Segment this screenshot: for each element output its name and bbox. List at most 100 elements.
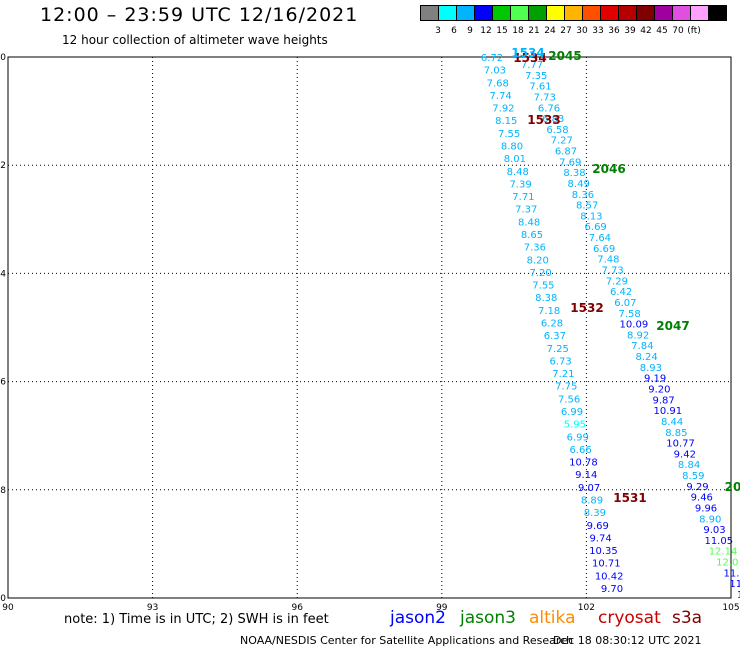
colorbar-cell <box>618 5 637 21</box>
wave-height-value: 8.39 <box>584 508 606 519</box>
wave-height-value: 10.78 <box>569 458 598 469</box>
wave-height-value: 8.48 <box>507 167 529 178</box>
wave-height-value: 9.29 <box>686 482 708 493</box>
longitude-tick-label: 90 <box>2 603 14 613</box>
wave-height-value: 8.15 <box>495 116 517 127</box>
wave-height-value: 7.37 <box>515 205 537 216</box>
latitude-tick-label: -26 <box>0 378 6 388</box>
timestamp-text: Dec 18 08:30:12 UTC 2021 <box>553 634 702 647</box>
colorbar-label: 9 <box>467 26 473 36</box>
wave-height-value: 7.75 <box>555 382 577 393</box>
colorbar-label: 45 <box>656 26 668 36</box>
wave-height-value: 6.69 <box>593 244 615 255</box>
wave-height-value: 7.68 <box>487 78 509 89</box>
color-scale-bar: 3 6 9 12 15 18 21 24 27 30 33 36 39 42 45 70 (ft) <box>420 5 727 36</box>
colorbar-label: 30 <box>576 26 588 36</box>
pass-time-label: 1534 <box>513 51 546 65</box>
pass-time-label: 1532 <box>570 301 603 315</box>
legend-altika: altika <box>529 608 576 628</box>
wave-height-value: 6.87 <box>555 147 577 158</box>
latitude-tick-label: -24 <box>0 269 6 279</box>
colorbar-label: 24 <box>544 26 556 36</box>
wave-height-value: 11.05 <box>704 536 733 547</box>
longitude-tick-label: 96 <box>291 603 303 613</box>
wave-height-value: 7.25 <box>547 344 569 355</box>
wave-height-value: 9.74 <box>589 533 611 544</box>
wave-height-value: 6.07 <box>614 298 636 309</box>
wave-height-value: 7.39 <box>509 179 531 190</box>
pass-time-label: 2046 <box>592 162 625 176</box>
colorbar-label: 12 <box>480 26 492 36</box>
wave-height-value: 7.74 <box>489 91 511 102</box>
wave-height-value: 7.73 <box>602 266 624 277</box>
wave-height-value: 7.21 <box>552 369 574 380</box>
colorbar-cell <box>672 5 691 21</box>
wave-height-value: 11. <box>724 568 740 579</box>
wave-height-value: 6.73 <box>549 356 571 367</box>
wave-height-value: 12.0 <box>716 558 738 569</box>
wave-height-value: 8.59 <box>682 471 704 482</box>
wave-height-value: 6.72 <box>481 53 503 64</box>
wave-height-value: 8.80 <box>501 142 523 153</box>
wave-height-value: 9.03 <box>703 525 725 536</box>
wave-height-value: 7.55 <box>498 129 520 140</box>
colorbar-cell <box>600 5 619 21</box>
colorbar-cell <box>474 5 493 21</box>
pass-time-label: 2045 <box>548 49 581 63</box>
wave-height-value: 9.19 <box>644 374 666 385</box>
wave-height-value: 8.44 <box>661 417 683 428</box>
wave-height-value: 6.69 <box>585 222 607 233</box>
wave-height-value: 9.70 <box>601 584 623 595</box>
wave-height-value: 7.56 <box>558 394 580 405</box>
wave-height-value: 9.87 <box>652 395 674 406</box>
wave-height-value: 8.38 <box>535 293 557 304</box>
wave-height-value: 8.49 <box>568 179 590 190</box>
wave-height-value: 8.84 <box>678 460 700 471</box>
wave-height-value: 7.48 <box>597 255 619 266</box>
latitude-tick-label: -22 <box>0 161 6 171</box>
wave-height-value: 7.71 <box>512 192 534 203</box>
colorbar-label: 3 <box>435 26 441 36</box>
page-subtitle: 12 hour collection of altimeter wave hei… <box>62 33 328 47</box>
wave-height-value: 12.14 <box>709 547 738 558</box>
wave-height-value: 7.27 <box>551 136 573 147</box>
longitude-tick-label: 102 <box>578 603 595 613</box>
wave-height-value: 7.58 <box>618 309 640 320</box>
wave-height-value: 7.92 <box>492 104 514 115</box>
wave-height-value: 6.99 <box>561 407 583 418</box>
wave-height-value: 9.96 <box>695 503 717 514</box>
map-frame <box>7 56 732 599</box>
wave-height-value: 6.42 <box>610 287 632 298</box>
colorbar-label: 70 <box>672 26 684 36</box>
colorbar-label: 27 <box>560 26 572 36</box>
wave-height-value: 7.61 <box>529 82 551 93</box>
colorbar-cell <box>582 5 601 21</box>
colorbar-cell <box>528 5 547 21</box>
colorbar-cell <box>438 5 457 21</box>
wave-height-value: 6.83 <box>542 114 564 125</box>
colorbar-label: 42 <box>640 26 652 36</box>
colorbar-label: (ft) <box>687 26 701 36</box>
wave-height-value: 8.36 <box>572 190 594 201</box>
legend-jason2: jason2 <box>390 608 446 628</box>
pass-time-label: 2047 <box>656 319 689 333</box>
wave-height-value: 7.36 <box>524 243 546 254</box>
wave-height-value: 8.65 <box>521 230 543 241</box>
colorbar-label: 6 <box>451 26 457 36</box>
wave-height-value: 9.07 <box>578 483 600 494</box>
wave-height-value: 6.66 <box>569 445 591 456</box>
wave-height-value: 9.46 <box>691 493 713 504</box>
wave-height-value: 1 <box>737 590 740 601</box>
colorbar-cell <box>456 5 475 21</box>
wave-height-value: 6.58 <box>546 125 568 136</box>
colorbar-cell <box>708 5 727 21</box>
colorbar-cell <box>690 5 709 21</box>
wave-height-value: 7.64 <box>589 233 611 244</box>
wave-height-value: 10.42 <box>595 571 624 582</box>
wave-height-value: 8.89 <box>581 496 603 507</box>
latitude-tick-label: -30 <box>0 594 6 604</box>
latitude-tick-label: -20 <box>0 53 6 63</box>
legend-jason3: jason3 <box>460 608 516 628</box>
colorbar-cell <box>636 5 655 21</box>
wave-height-value: 9.20 <box>648 384 670 395</box>
